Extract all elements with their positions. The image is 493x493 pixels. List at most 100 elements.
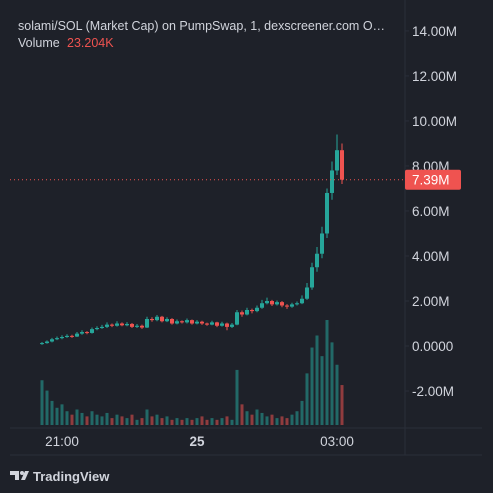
candle-body (330, 170, 334, 193)
candle-body (340, 150, 344, 180)
candle-body (320, 233, 324, 254)
candle-body (125, 323, 129, 326)
candle-body (290, 304, 294, 307)
volume-bar (230, 419, 234, 425)
candle-body (85, 332, 89, 334)
candle-body (190, 320, 194, 324)
x-tick-label: 03:00 (320, 434, 354, 449)
volume-bar (150, 416, 154, 425)
candle-body (195, 321, 199, 324)
candle-body (70, 335, 74, 337)
volume-bar (290, 414, 294, 425)
volume-legend: Volume (18, 36, 60, 50)
candle-body (275, 302, 279, 305)
volume-bar (80, 412, 84, 425)
brand-name: TradingView (33, 469, 110, 484)
candle-body (165, 318, 169, 322)
volume-bar (235, 369, 239, 425)
volume-bar (205, 419, 209, 425)
volume-bar (130, 414, 134, 425)
volume-bar (315, 335, 319, 425)
volume-bar (275, 418, 279, 425)
volume-bar (55, 407, 59, 425)
volume-bar (70, 414, 74, 425)
volume-bar (165, 416, 169, 425)
x-tick-label: 25 (189, 434, 205, 449)
y-tick-label: 2.00M (412, 294, 450, 309)
volume-bar (60, 404, 64, 425)
volume-value: 23.204K (67, 36, 114, 50)
candle-body (200, 321, 204, 324)
candle-body (150, 318, 154, 321)
volume-bar (305, 373, 309, 425)
volume-bar (160, 418, 164, 425)
candle-body (240, 312, 244, 315)
plot (40, 134, 344, 425)
volume-bar (180, 419, 184, 425)
y-tick-label: 0.0000 (412, 339, 453, 354)
volume-bar (325, 320, 329, 425)
brand-logo (10, 471, 29, 480)
candle-body (205, 323, 209, 325)
volume-bar (215, 419, 219, 425)
volume-bar (140, 418, 144, 425)
volume-bar (155, 414, 159, 425)
candle-body (270, 300, 274, 305)
candle-body (300, 298, 304, 304)
volume-bar (195, 418, 199, 425)
candle-body (230, 324, 234, 327)
volume-bar (245, 411, 249, 425)
volume-bar (190, 419, 194, 425)
last-price-badge (405, 169, 461, 190)
candle-body (245, 309, 249, 315)
volume-bar (135, 419, 139, 425)
y-tick-label: 10.00M (412, 114, 457, 129)
volume-bar (320, 356, 324, 425)
volume-bar (75, 409, 79, 425)
volume-bar (105, 412, 109, 425)
candle-body (155, 316, 159, 321)
volume-bar (145, 409, 149, 425)
candle-body (90, 329, 94, 333)
volume-bar (225, 416, 229, 425)
volume-bar (50, 400, 54, 425)
candle-body (55, 338, 59, 340)
candle-body (310, 267, 314, 288)
volume-bar (200, 416, 204, 425)
volume-bar (210, 418, 214, 425)
volume-bar (265, 416, 269, 425)
candle-body (135, 325, 139, 327)
candle-body (325, 192, 329, 234)
candle-body (80, 332, 84, 334)
volume-bar (270, 414, 274, 425)
volume-bar (85, 416, 89, 425)
volume-bar (65, 411, 69, 425)
x-tick-label: 21:00 (45, 434, 79, 449)
candle-body (305, 287, 309, 299)
candle-body (285, 305, 289, 307)
volume-bar (250, 414, 254, 425)
candle-body (45, 341, 49, 344)
y-tick-label: 4.00M (412, 249, 450, 264)
candle-body (145, 318, 149, 328)
volume-bar (170, 419, 174, 425)
volume-bar (255, 409, 259, 425)
volume-bar (100, 416, 104, 425)
y-tick-label: -2.00M (412, 384, 454, 399)
candle-body (160, 316, 164, 322)
volume-bar (185, 418, 189, 425)
volume-bar (120, 416, 124, 425)
candle-body (250, 309, 254, 312)
y-tick-label: 6.00M (412, 204, 450, 219)
candle-body (110, 324, 114, 326)
volume-bar (45, 390, 49, 425)
volume-bar (330, 342, 334, 425)
candle-body (235, 312, 239, 325)
volume-bar (295, 411, 299, 425)
volume-bar (335, 364, 339, 425)
volume-bar (240, 404, 244, 425)
candle-body (60, 337, 64, 339)
